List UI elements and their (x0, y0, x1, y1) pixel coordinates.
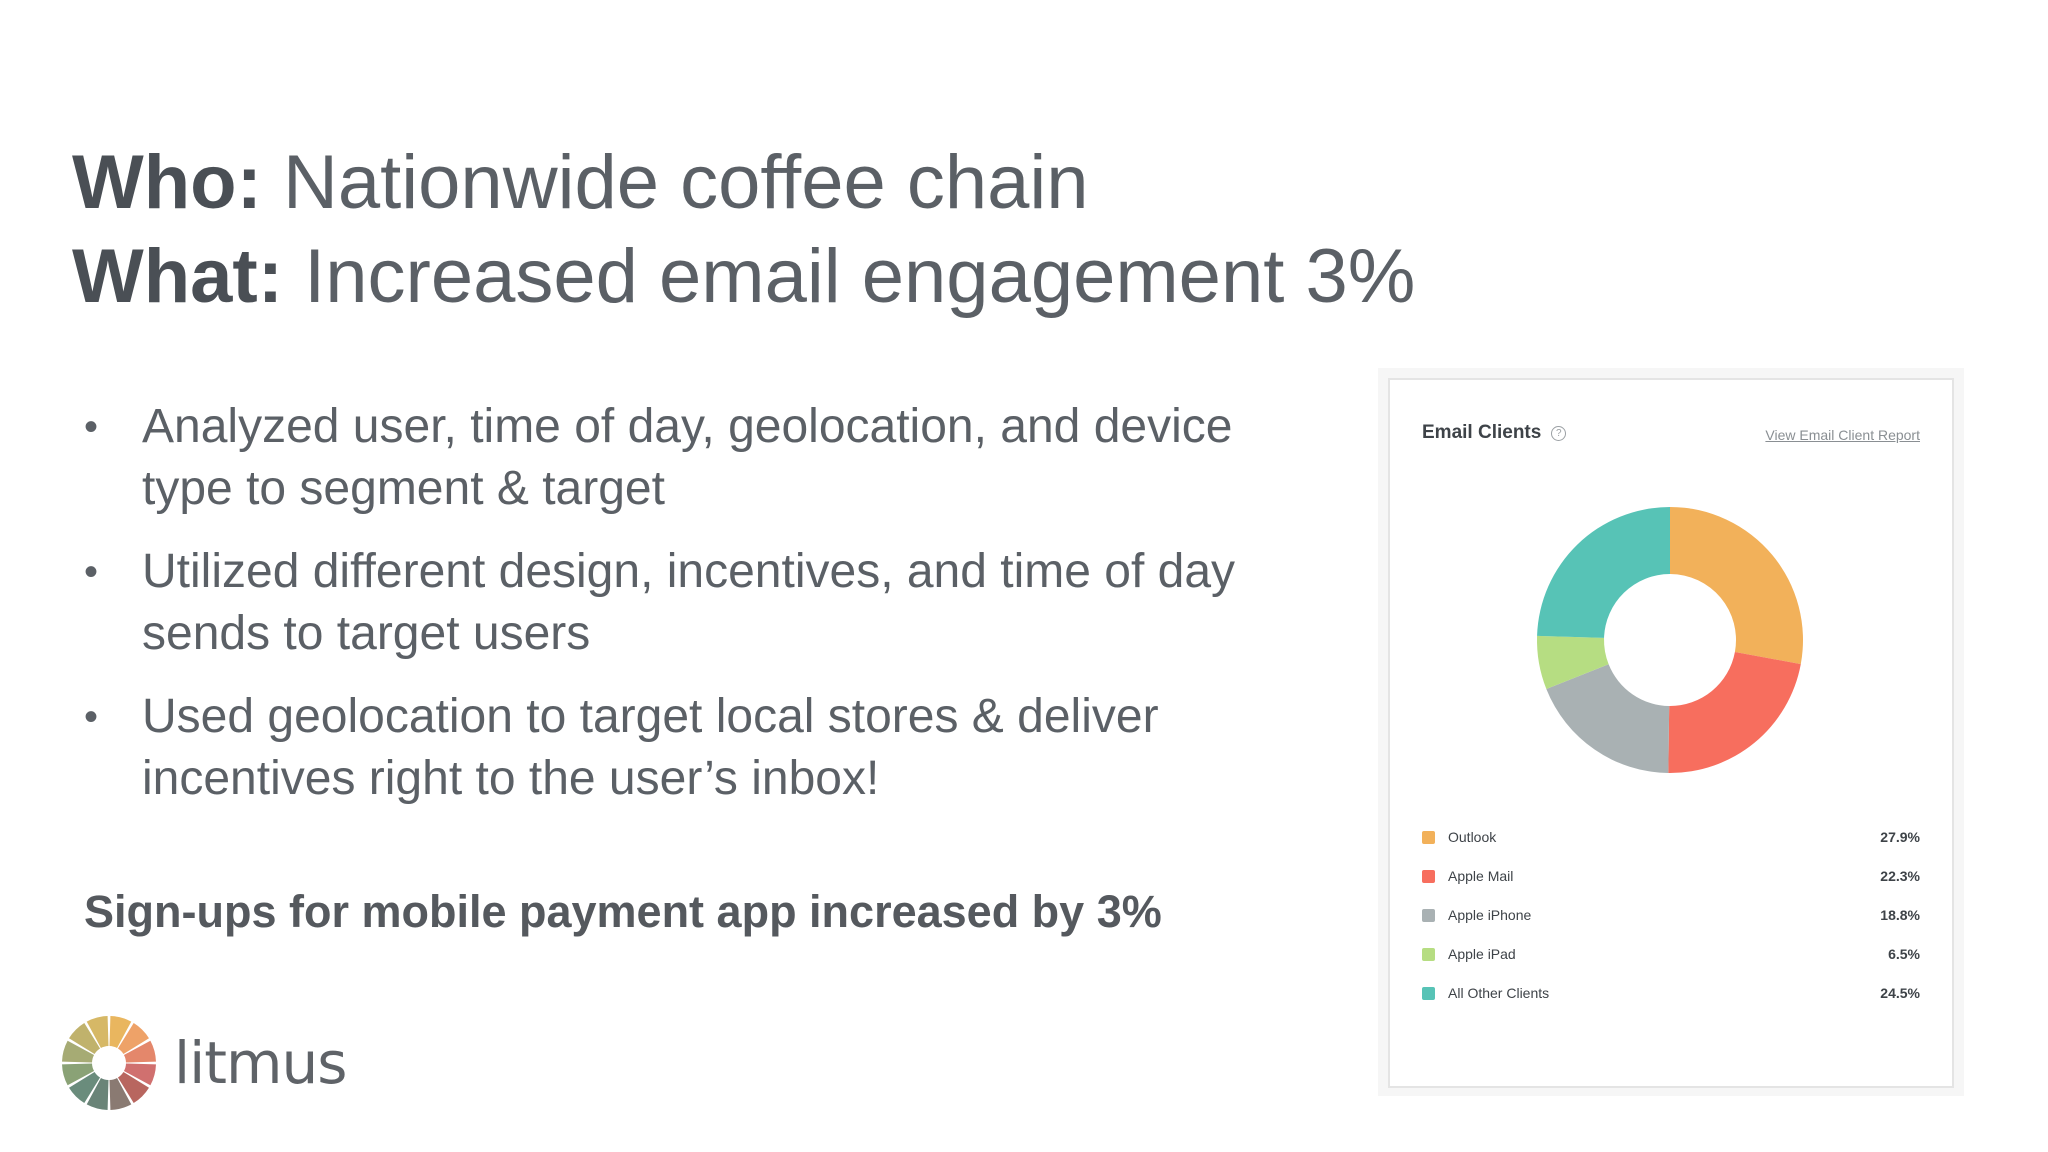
logo-petal (109, 1077, 132, 1110)
legend-swatch (1422, 948, 1435, 961)
legend-row: Apple iPad 6.5% (1422, 945, 1920, 984)
legend-row: Apple Mail 22.3% (1422, 867, 1920, 906)
bullet-text: Used geolocation to target local stores … (142, 690, 1159, 805)
card-title: Email Clients ? (1422, 422, 1567, 444)
logo-petal (62, 1063, 95, 1086)
heading-who-text: Nationwide coffee chain (261, 140, 1089, 225)
donut-slice-apple-mail (1668, 651, 1801, 773)
legend-value: 24.5% (1880, 985, 1920, 1001)
legend-row: All Other Clients 24.5% (1422, 984, 1920, 1023)
donut-slice-apple-ipad (1537, 635, 1609, 689)
legend-label: Outlook (1448, 829, 1497, 845)
heading-who-label: Who: (72, 140, 262, 225)
bullet-text: Utilized different design, incentives, a… (142, 545, 1236, 660)
legend-swatch (1422, 909, 1435, 922)
logo-petal (86, 1077, 109, 1110)
bullet-dot: • (84, 550, 99, 594)
email-clients-card: Email Clients ? View Email Client Report… (1388, 378, 1954, 1088)
legend-value: 18.8% (1880, 907, 1920, 923)
chart-legend: Outlook 27.9% Apple Mail 22.3% Apple iPhone 1… (1422, 828, 1920, 1023)
logo-petal (123, 1040, 156, 1063)
bullet-item: • Utilized different design, incentives, … (84, 541, 1334, 665)
legend-row: Apple iPhone 18.8% (1422, 906, 1920, 945)
logo-petal (109, 1016, 132, 1049)
heading-what-label: What: (72, 234, 284, 319)
litmus-logo: litmus (60, 1014, 347, 1112)
bullet-dot: • (84, 405, 99, 449)
bullet-item: • Analyzed user, time of day, geolocation… (84, 396, 1334, 520)
heading-what-text: Increased email engagement 3% (283, 234, 1416, 319)
heading-who: Who: Nationwide coffee chain (72, 136, 1415, 230)
bullet-dot: • (84, 695, 99, 739)
card-title-text: Email Clients (1422, 422, 1542, 443)
bullet-text: Analyzed user, time of day, geolocation,… (142, 400, 1233, 515)
legend-label: Apple iPad (1448, 946, 1516, 962)
donut-slice-all-other-clients (1537, 507, 1670, 638)
logo-petal (69, 1071, 101, 1103)
help-circle-icon[interactable]: ? (1551, 425, 1567, 441)
email-clients-donut-chart (1537, 507, 1803, 773)
legend-label: Apple Mail (1448, 868, 1514, 884)
logo-petal (123, 1063, 156, 1086)
legend-swatch (1422, 870, 1435, 883)
legend-swatch (1422, 831, 1435, 844)
logo-petal (117, 1071, 149, 1103)
legend-value: 22.3% (1880, 868, 1920, 884)
legend-value: 27.9% (1880, 829, 1920, 845)
logo-petal (117, 1023, 149, 1055)
bullet-list: • Analyzed user, time of day, geolocation… (84, 396, 1334, 831)
legend-label: All Other Clients (1448, 985, 1550, 1001)
legend-label: Apple iPhone (1448, 907, 1532, 923)
logo-petal (62, 1040, 95, 1063)
legend-swatch (1422, 987, 1435, 1000)
legend-row: Outlook 27.9% (1422, 828, 1920, 867)
donut-slice-outlook (1670, 507, 1803, 665)
logo-wordmark: litmus (174, 1029, 347, 1097)
legend-value: 6.5% (1888, 946, 1920, 962)
logo-petal (69, 1023, 101, 1055)
view-email-client-report-link[interactable]: View Email Client Report (1765, 427, 1920, 443)
bullet-item: • Used geolocation to target local stores… (84, 686, 1334, 810)
donut-slice-apple-iphone (1546, 664, 1670, 773)
signups-highlight: Sign-ups for mobile payment app increase… (84, 886, 1162, 937)
slide-heading: Who: Nationwide coffee chain What: Incre… (72, 136, 1415, 324)
heading-what: What: Increased email engagement 3% (72, 230, 1415, 324)
litmus-logo-icon (62, 1016, 156, 1110)
logo-petal (86, 1016, 109, 1049)
